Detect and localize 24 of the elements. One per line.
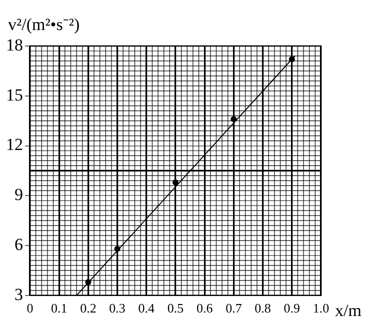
- point: [85, 279, 92, 286]
- x-axis-title: x/m: [335, 300, 362, 320]
- x-tick-label: 1.0: [312, 300, 330, 316]
- x-tick-label: 0.6: [196, 300, 214, 316]
- x-tick-label: 0.8: [254, 300, 271, 316]
- x-tick-label: 0.1: [50, 300, 68, 316]
- x-tick-label: 0.7: [226, 300, 242, 316]
- point: [172, 179, 178, 186]
- x-tick-label: 0.5: [167, 300, 184, 316]
- point: [114, 246, 120, 252]
- y-tick-label: 9: [14, 185, 23, 204]
- y-tick-label: 15: [6, 85, 23, 104]
- y-tick-label: 3: [14, 284, 23, 304]
- y-tick-label: 18: [6, 35, 23, 54]
- x-tick-label: 0.2: [80, 300, 96, 316]
- y-tick-label: 12: [6, 135, 23, 154]
- x-tick-label: 0: [26, 300, 34, 316]
- y-axis-title: v²/(m²•s⁻²): [8, 14, 80, 34]
- x-tick-label: 0.4: [138, 300, 156, 316]
- x-tick-label: 0.9: [284, 300, 300, 316]
- point: [288, 56, 295, 62]
- y-tick-label: 6: [14, 234, 23, 254]
- point: [230, 116, 237, 122]
- x-tick-label: 0.3: [109, 300, 126, 316]
